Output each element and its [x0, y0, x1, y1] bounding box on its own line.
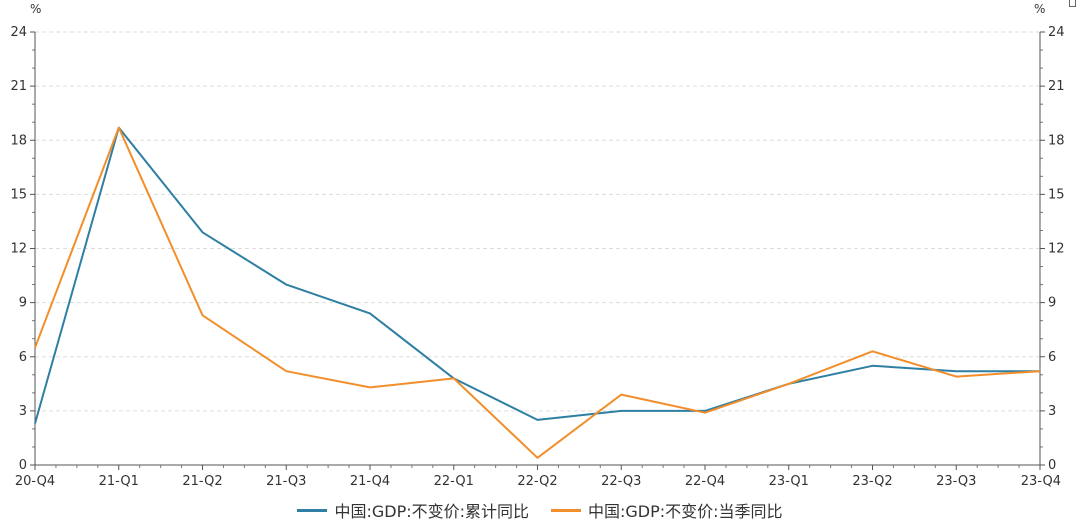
y-tick-label-left: 9: [19, 296, 27, 311]
legend-item-cumulative[interactable]: 中国:GDP:不变价:累计同比: [297, 498, 529, 522]
data-point[interactable]: [33, 346, 37, 350]
legend-item-quarterly[interactable]: 中国:GDP:不变价:当季同比: [551, 498, 783, 522]
y-tick-label-right: 0: [1048, 458, 1056, 473]
x-tick-label: 23-Q1: [769, 474, 809, 489]
y-tick-label-left: 0: [19, 458, 27, 473]
legend-label-quarterly: 中国:GDP:不变价:当季同比: [588, 502, 783, 521]
data-point[interactable]: [452, 376, 456, 380]
data-point[interactable]: [787, 382, 791, 386]
y-tick-label-left: 18: [10, 133, 27, 148]
grid-lines: [35, 31, 1040, 412]
data-point[interactable]: [117, 126, 121, 130]
data-point[interactable]: [284, 369, 288, 373]
line-chart: 0 0 3 3 6 6 9 9 12 12 15 15 18 18 21 21 24 24 20-Q4 21-Q1 21…: [10, 2, 1064, 489]
right-axis-unit: %: [1034, 2, 1045, 16]
data-point[interactable]: [619, 393, 623, 397]
axes: 0 0 3 3 6 6 9 9 12 12 15 15 18 18 21 21 24 24 20-Q4 21-Q1 21…: [10, 25, 1064, 489]
y-tick-label-right: 6: [1048, 350, 1056, 365]
y-tick-label-right: 12: [1048, 242, 1065, 257]
y-tick-label-right: 9: [1048, 296, 1056, 311]
y-tick-label-left: 24: [10, 25, 27, 40]
x-tick-label: 22-Q3: [601, 474, 641, 489]
series-line-quarterly[interactable]: [34, 126, 1041, 459]
x-tick-label: 21-Q2: [182, 474, 222, 489]
data-point[interactable]: [1038, 369, 1042, 373]
data-point[interactable]: [33, 422, 37, 426]
x-tick-label: 23-Q4: [1021, 474, 1061, 489]
data-point[interactable]: [703, 411, 707, 415]
legend-label-cumulative: 中国:GDP:不变价:累计同比: [334, 502, 529, 521]
data-point[interactable]: [954, 375, 958, 379]
y-tick-label-right: 15: [1048, 187, 1065, 202]
x-tick-label: 22-Q4: [685, 474, 725, 489]
data-point[interactable]: [536, 456, 540, 460]
y-tick-label-left: 15: [10, 187, 27, 202]
x-tick-label: 23-Q3: [936, 474, 976, 489]
legend-swatch-quarterly: [551, 508, 581, 512]
data-point[interactable]: [871, 349, 875, 353]
series-lines: [33, 126, 1042, 460]
y-tick-label-right: 24: [1048, 25, 1065, 40]
x-tick-label: 22-Q1: [434, 474, 474, 489]
data-point[interactable]: [368, 311, 372, 315]
left-axis-unit: %: [30, 2, 41, 16]
x-tick-label: 22-Q2: [517, 474, 557, 489]
y-tick-label-right: 18: [1048, 133, 1065, 148]
maximize-icon[interactable]: [1069, 0, 1076, 7]
x-tick-label: 23-Q2: [852, 474, 892, 489]
data-point[interactable]: [954, 369, 958, 373]
data-point[interactable]: [201, 313, 205, 317]
x-tick-label: 21-Q3: [266, 474, 306, 489]
y-tick-label-left: 3: [19, 404, 27, 419]
series-line-cumulative[interactable]: [34, 126, 1040, 424]
x-tick-label: 21-Q1: [99, 474, 139, 489]
data-point[interactable]: [284, 283, 288, 287]
x-tick-label: 20-Q4: [15, 474, 55, 489]
y-tick-label-left: 12: [10, 242, 27, 257]
x-tick-label: 21-Q4: [350, 474, 390, 489]
data-point[interactable]: [619, 409, 623, 413]
y-tick-label-left: 21: [10, 79, 27, 94]
data-point[interactable]: [871, 364, 875, 368]
y-tick-label-right: 21: [1048, 79, 1065, 94]
chart-legend: 中国:GDP:不变价:累计同比 中国:GDP:不变价:当季同比: [0, 497, 1080, 523]
legend-swatch-cumulative: [297, 508, 328, 512]
y-tick-label-right: 3: [1048, 404, 1056, 419]
data-point[interactable]: [201, 230, 205, 234]
data-point[interactable]: [368, 385, 372, 389]
data-point[interactable]: [536, 418, 540, 422]
y-tick-label-left: 6: [19, 350, 27, 365]
